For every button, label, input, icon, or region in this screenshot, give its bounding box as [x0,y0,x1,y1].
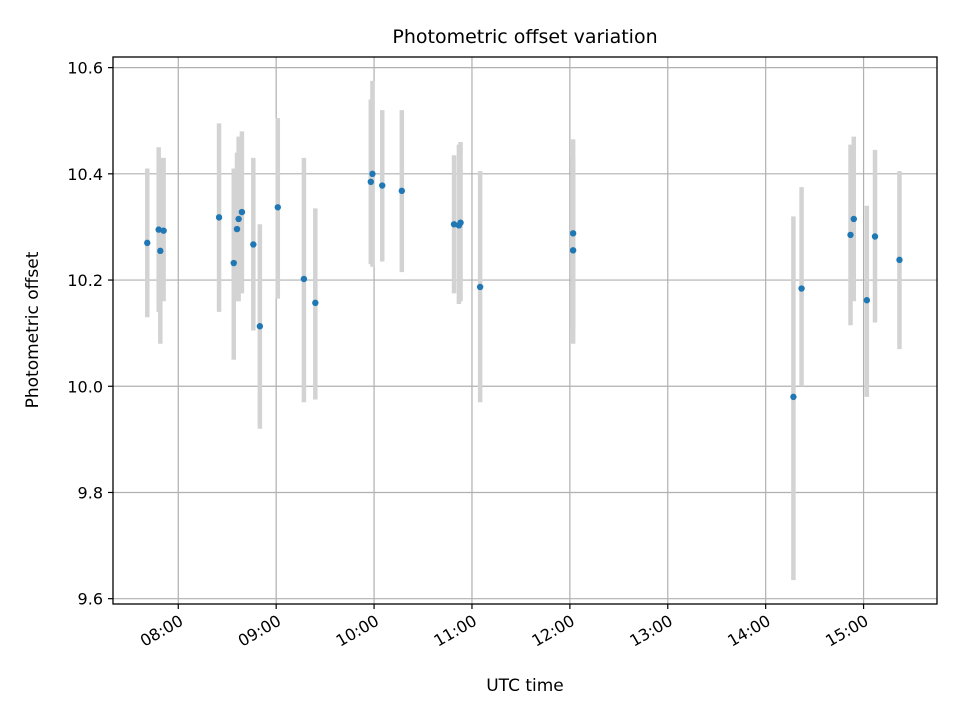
y-tick-label: 9.8 [78,483,103,502]
y-tick-label: 10.4 [67,165,103,184]
grid [113,57,937,604]
y-tick-label: 9.6 [78,590,103,609]
data-point [450,221,458,228]
y-tick-label: 10.6 [67,59,103,78]
data-point [790,393,797,401]
data-point [300,275,308,283]
x-axis-label: UTC time [486,676,564,696]
y-axis-ticks: 9.6 9.8 10.0 10.2 10.4 10.6 [67,59,113,609]
data-point [863,297,871,304]
data-point [157,247,164,255]
data-point [274,204,281,211]
data-point [398,187,406,195]
y-tick-label: 10.2 [67,271,103,290]
data-point [569,247,577,254]
data-point [850,215,857,223]
data-point [250,241,257,248]
data-point [312,299,319,307]
data-points [144,170,903,401]
data-point [569,230,577,237]
data-point [256,323,264,330]
data-point [238,208,246,216]
data-point [230,259,237,267]
data-point [233,225,241,233]
data-point [235,215,242,223]
data-point [871,233,879,240]
data-point [215,214,223,221]
y-tick-label: 10.0 [67,377,103,396]
data-point [896,256,903,264]
data-point [369,170,376,178]
data-point [367,178,375,186]
data-point [144,239,151,247]
data-point [155,226,162,233]
data-point [476,283,484,291]
plot-frame [112,56,938,605]
chart-title: Photometric offset variation [392,26,657,48]
data-point [379,182,386,189]
data-point [798,285,805,292]
data-point [847,231,854,239]
data-point [457,219,464,226]
y-axis-label: Photometric offset [23,251,43,408]
data-point [160,227,167,234]
